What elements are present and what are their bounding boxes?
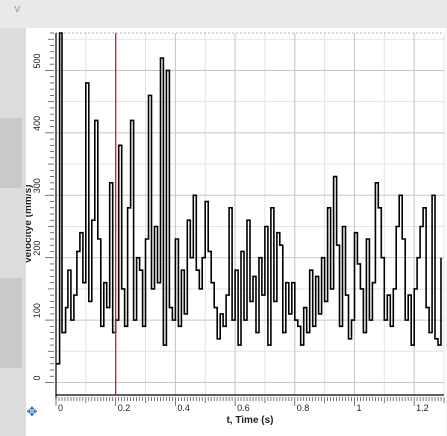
y-tick-label: 400 (32, 116, 42, 131)
y-tick-label: 200 (32, 241, 42, 256)
collapse-chevron-icon[interactable]: v (14, 2, 21, 15)
x-axis: 0 0.2 0.4 0.6 0.8 1 1.2 (55, 394, 445, 413)
y-tick-label: 300 (32, 178, 42, 193)
y-tick-label: 0 (32, 376, 42, 381)
side-panel-tab[interactable] (0, 118, 22, 188)
velocity-series-line (56, 32, 442, 365)
x-tick-label: 1.2 (416, 403, 429, 413)
y-axis-label: Velocitye (mm/s) (26, 185, 34, 264)
x-tick-label: 0.8 (297, 403, 310, 413)
x-tick-label: 0 (58, 403, 63, 413)
x-tick-label: 0.6 (237, 403, 250, 413)
x-axis-label: t, Time (s) (226, 415, 273, 426)
side-panel-tab[interactable] (0, 278, 22, 368)
x-tick-label: 1 (356, 403, 361, 413)
y-tick-label: 100 (32, 303, 42, 318)
toolbar: v (0, 0, 447, 28)
y-tick-label: 500 (32, 53, 42, 68)
side-panel (0, 28, 26, 436)
velocity-time-chart: 0 100 200 300 400 500 0 0.2 0.4 0.6 0.8 1 1.2 t, Ti… (26, 28, 446, 436)
x-tick-label: 0.2 (118, 403, 131, 413)
move-icon[interactable]: ✥ (26, 404, 38, 419)
x-tick-label: 0.4 (177, 403, 190, 413)
y-axis: 0 100 200 300 400 500 (32, 32, 57, 399)
